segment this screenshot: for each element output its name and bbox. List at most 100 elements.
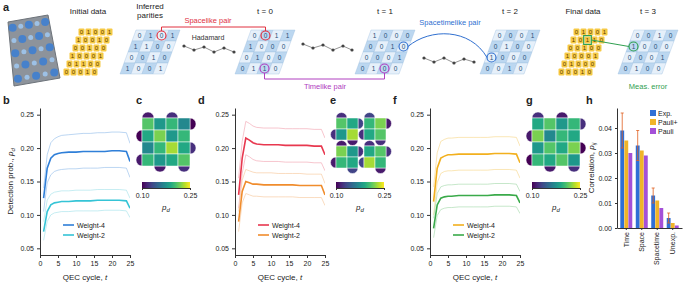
lattice-label: parities	[137, 11, 163, 20]
x-axis-title-symbol: t	[300, 273, 303, 282]
tick-label: 10	[268, 260, 276, 267]
boundary-cell	[358, 118, 364, 129]
axis-line	[618, 228, 683, 229]
tick: 0.25	[20, 111, 40, 118]
parity-bit: 0	[274, 65, 278, 72]
heat-cell	[142, 118, 154, 130]
highlight	[260, 64, 269, 73]
tick-mark	[37, 115, 40, 116]
tick: 0.10	[136, 188, 150, 199]
qubit	[39, 57, 47, 65]
tick: Spacetime	[653, 228, 661, 265]
line-chart: 05101520250.050.100.150.200.25Weight-4We…	[410, 109, 524, 283]
diagram: a010011001000100100010110000010Initial d…	[3, 1, 678, 91]
bar-chart: TimeSpaceSpacetimeUnexp.0.000.010.020.03…	[587, 109, 683, 266]
parity-cell	[157, 52, 172, 63]
heat-cell	[178, 142, 190, 154]
heat-cell	[347, 129, 358, 140]
data-bit-box	[94, 44, 100, 51]
qubit	[18, 35, 26, 43]
panel-letter: a	[3, 1, 10, 13]
tick-mark	[232, 215, 235, 216]
boundary-cell	[375, 168, 386, 174]
tick-mark	[427, 115, 430, 116]
boundary-cell	[532, 112, 544, 118]
parity-bit: 0	[628, 54, 632, 61]
parity-bit: 0	[647, 32, 651, 39]
parity-bit: 0	[160, 32, 164, 39]
parity-bit: 0	[278, 54, 282, 61]
parity-cell	[161, 41, 176, 52]
data-bit-box	[93, 28, 99, 35]
data-bit-box	[575, 44, 581, 51]
data-bit: 0	[105, 37, 109, 43]
tick-label: 0.00	[598, 225, 612, 232]
tick-mark	[112, 255, 113, 258]
parity-bit: 0	[646, 65, 650, 72]
parity-bit: 0	[657, 65, 661, 72]
axis: 0510152025	[39, 255, 135, 267]
tick-label: 0.15	[215, 178, 229, 185]
boundary-cell	[331, 157, 337, 168]
data-bit: 0	[597, 45, 601, 51]
tick: 0	[234, 255, 238, 267]
highlight	[380, 64, 389, 73]
data-bit: 1	[88, 45, 92, 51]
parity-bit: 1	[152, 54, 156, 61]
tick-label: 0.15	[20, 178, 34, 185]
boundary-cell	[526, 154, 532, 166]
tick-label: 0.20	[215, 145, 229, 152]
tick-label: 5	[252, 260, 256, 267]
data-bit-box	[580, 68, 586, 75]
parity-bit: 0	[509, 32, 513, 39]
tick: 15	[91, 255, 99, 267]
y-axis-title-text: Correlation,	[587, 150, 596, 194]
parity-bit: 0	[394, 65, 398, 72]
boundary-cell	[358, 146, 364, 157]
tick-mark	[37, 248, 40, 249]
heat-cell	[556, 154, 568, 166]
parity-cell	[392, 52, 407, 63]
parity-bit: 0	[380, 43, 384, 50]
heat-cell	[336, 157, 347, 168]
data-bit: 0	[80, 29, 84, 35]
qubit	[9, 24, 17, 32]
parity-bit: 0	[512, 54, 516, 61]
parity-bit: 1	[505, 43, 509, 50]
tick-label: 0.10	[330, 192, 344, 199]
tick: 10	[463, 255, 471, 267]
boundary-cell	[331, 129, 337, 140]
parity-bit: 0	[267, 54, 271, 61]
colorbar-title: pd	[355, 203, 364, 213]
tick-label: 0.25	[20, 111, 34, 118]
plot-area	[434, 137, 520, 238]
legend-label: Pauli+	[658, 119, 678, 126]
tick-mark	[76, 255, 77, 258]
series-line	[434, 137, 520, 187]
data-bit: 0	[85, 53, 89, 59]
data-bit-box	[79, 28, 85, 35]
data-bit-box	[92, 68, 98, 75]
axis-line	[236, 255, 326, 256]
tick-mark	[37, 215, 40, 216]
parity-bit: 0	[650, 54, 654, 61]
tick: Space	[638, 228, 646, 252]
highlight	[157, 31, 166, 40]
tick-label: 0.25	[378, 192, 392, 199]
colorbar	[142, 182, 190, 188]
tick: 0	[429, 255, 433, 267]
axis-line	[617, 109, 618, 229]
qubit	[45, 32, 50, 37]
heat-cell	[154, 142, 166, 154]
error-bar	[621, 113, 624, 148]
tick-mark	[325, 255, 326, 258]
heatmap: 0.100.25pd	[136, 112, 198, 213]
data-bit-box	[582, 44, 588, 51]
tick-label: 0.20	[410, 145, 424, 152]
parity-bit: 0	[639, 54, 643, 61]
heat-cell	[364, 157, 375, 168]
axis: 0.050.100.150.200.25	[20, 109, 40, 256]
boundary-cell	[580, 118, 586, 130]
qubit	[25, 75, 30, 80]
data-bit-box	[101, 44, 107, 51]
